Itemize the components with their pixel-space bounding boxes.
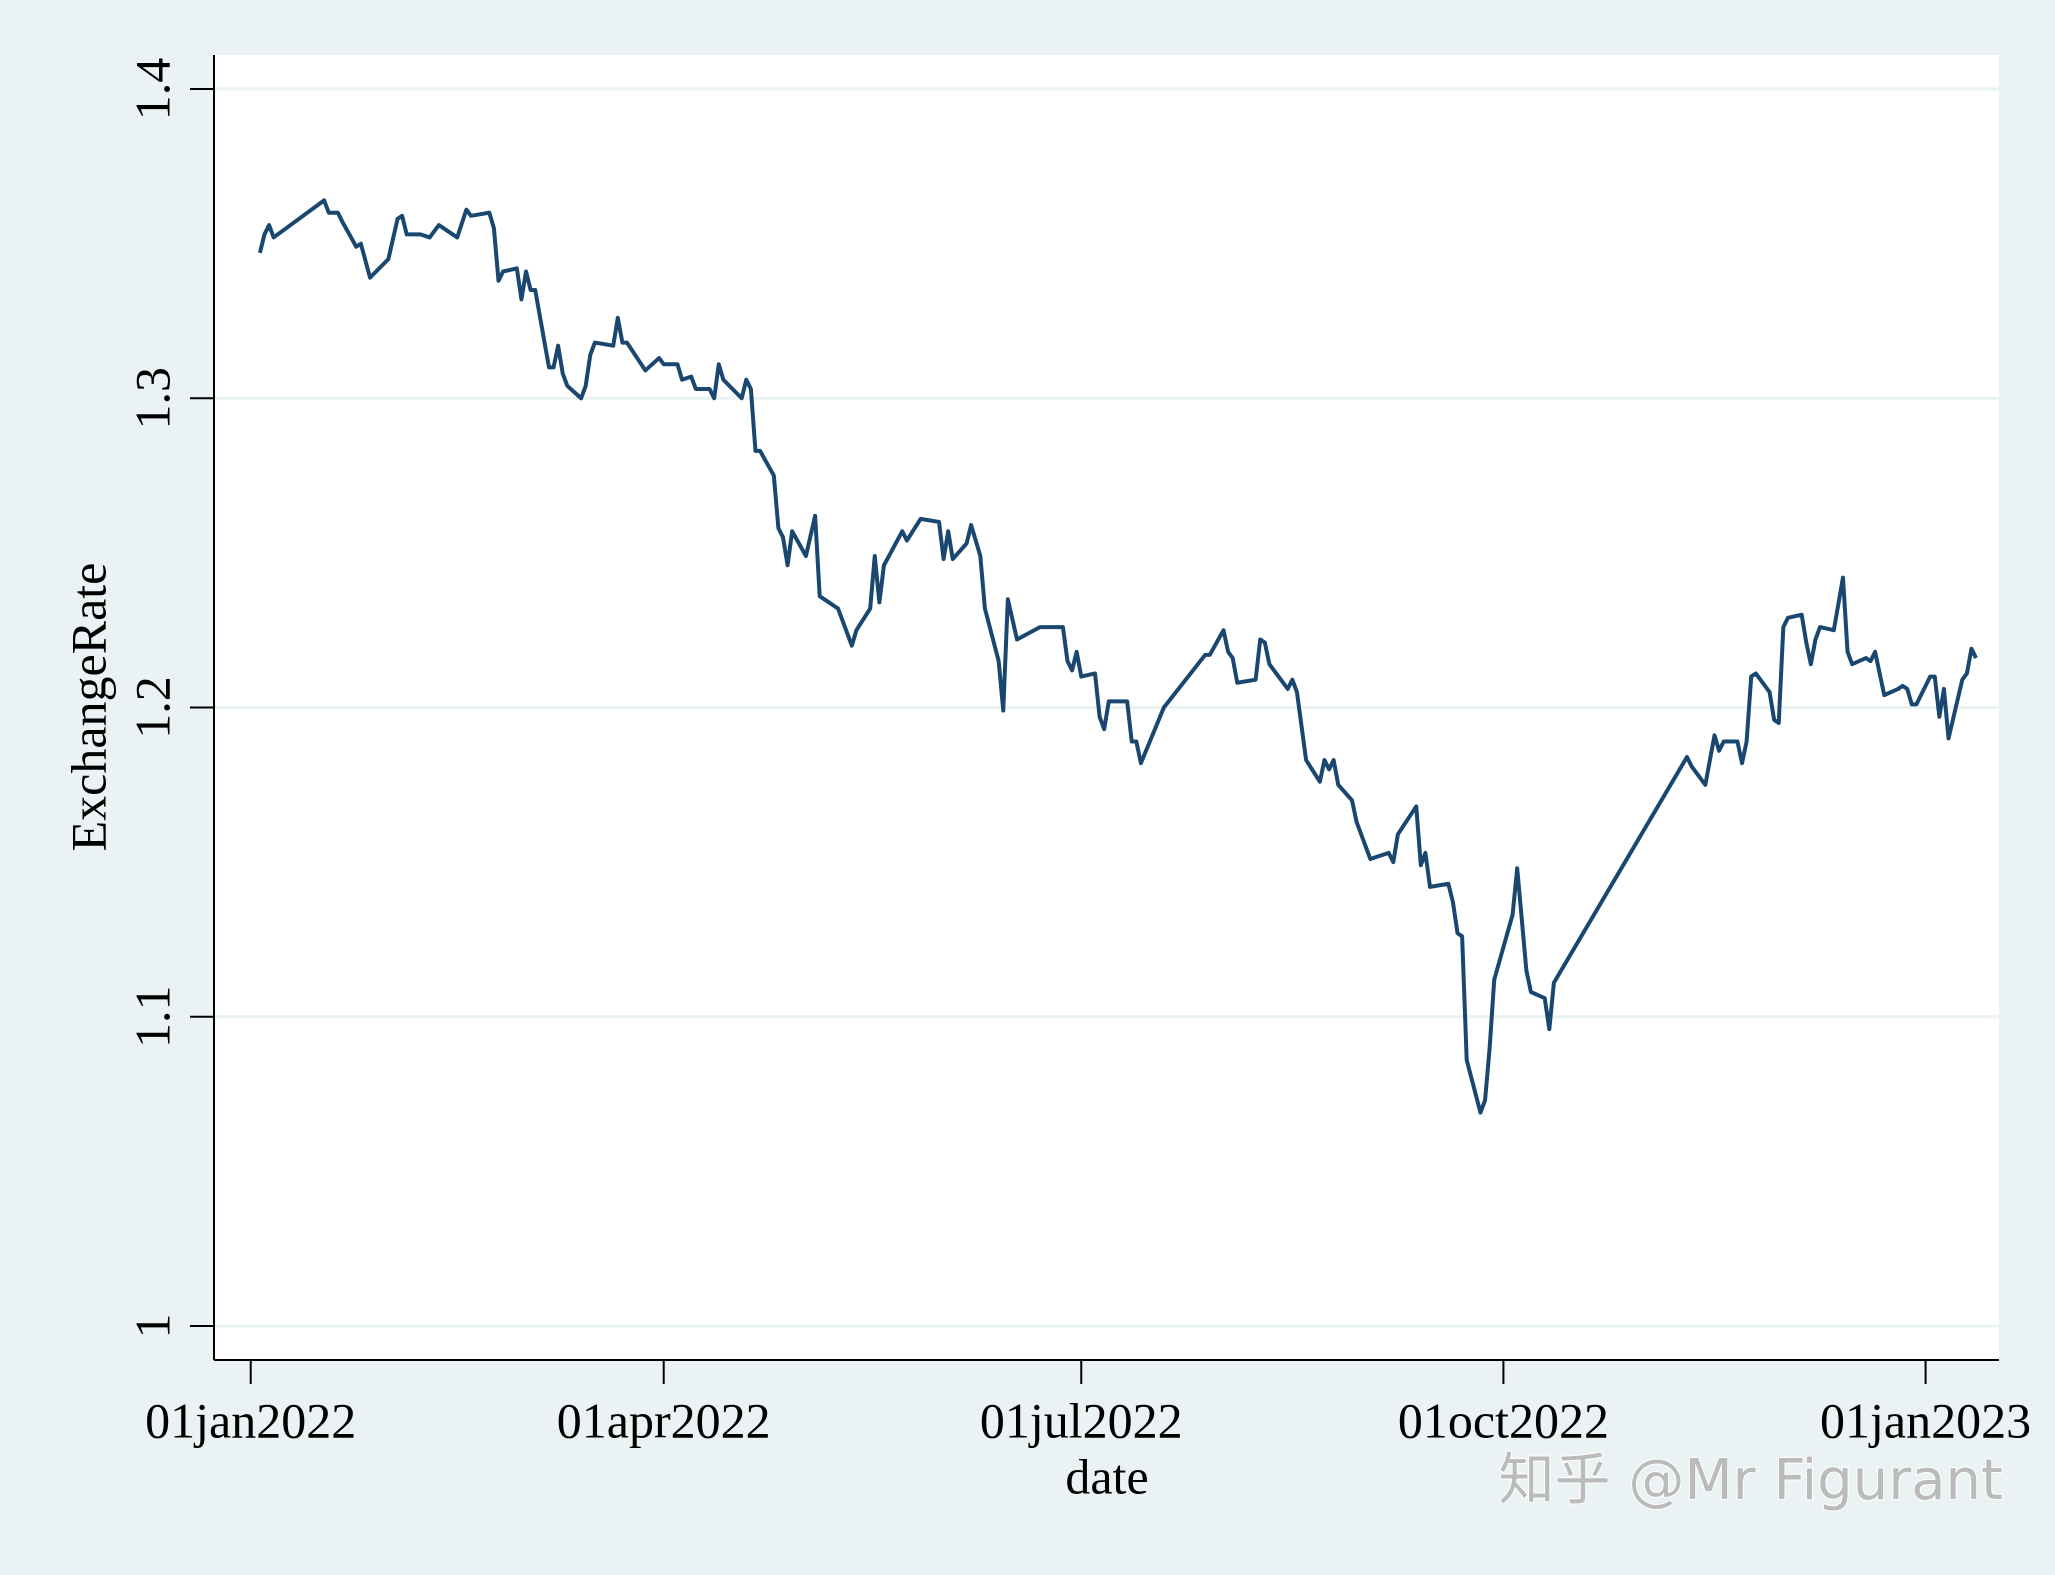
watermark: 知乎 @Mr Figurant — [1499, 1448, 2003, 1513]
y-tick-label: 1.3 — [124, 367, 180, 430]
x-tick-label: 01apr2022 — [557, 1392, 771, 1448]
x-tick-label: 01oct2022 — [1398, 1392, 1609, 1448]
y-tick-label: 1.1 — [124, 985, 180, 1048]
y-tick-label: 1 — [124, 1313, 180, 1338]
y-axis-title: ExchangeRate — [60, 563, 116, 852]
line-series — [257, 198, 1978, 1115]
x-tick-label: 01jul2022 — [980, 1392, 1183, 1448]
x-tick-label: 01jan2022 — [145, 1392, 356, 1448]
y-tick-label: 1.4 — [124, 58, 180, 121]
x-axis-title: date — [1065, 1448, 1148, 1504]
x-tick-label: 01jan2023 — [1820, 1392, 2031, 1448]
y-tick-label: 1.2 — [124, 676, 180, 739]
